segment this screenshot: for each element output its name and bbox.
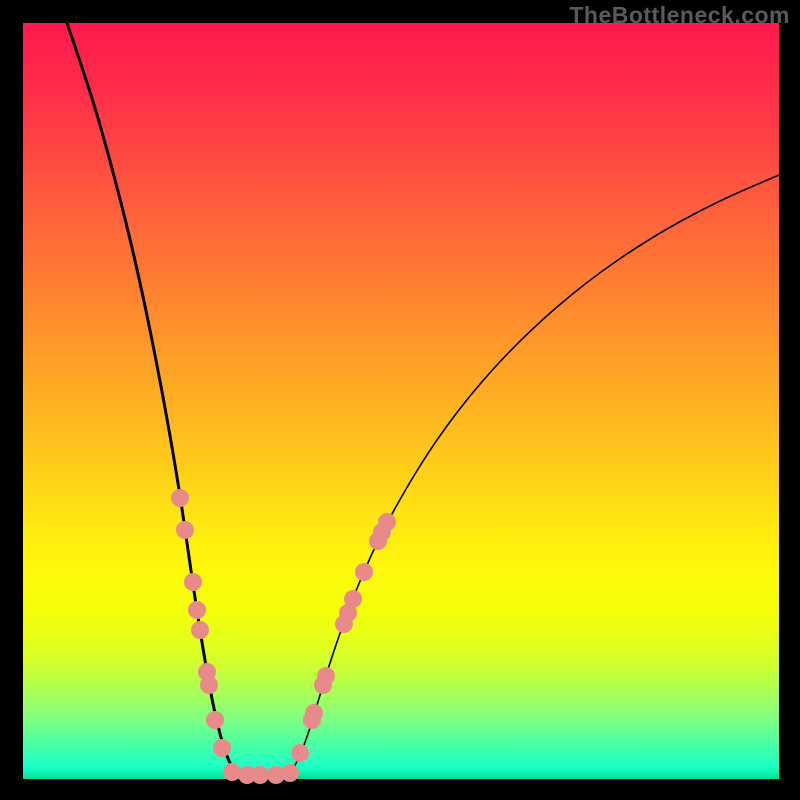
- marker-point: [191, 621, 209, 639]
- marker-point: [206, 711, 224, 729]
- marker-point: [355, 563, 373, 581]
- marker-point: [188, 601, 206, 619]
- marker-point: [344, 590, 362, 608]
- marker-point: [200, 676, 218, 694]
- plot-area: [23, 23, 779, 779]
- marker-point: [305, 704, 323, 722]
- marker-point: [378, 513, 396, 531]
- marker-point: [171, 489, 189, 507]
- marker-point: [291, 744, 309, 762]
- marker-point: [213, 739, 231, 757]
- marker-point: [251, 766, 269, 784]
- marker-point: [184, 573, 202, 591]
- marker-point: [176, 521, 194, 539]
- marker-point: [223, 763, 241, 781]
- marker-point: [317, 667, 335, 685]
- watermark-text: TheBottleneck.com: [569, 2, 790, 29]
- marker-point: [281, 764, 299, 782]
